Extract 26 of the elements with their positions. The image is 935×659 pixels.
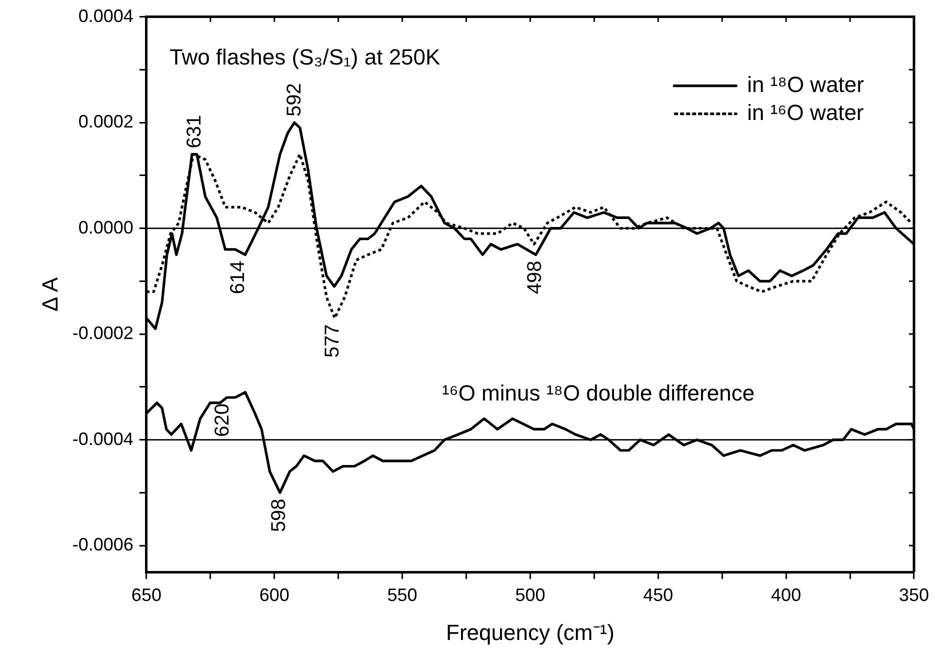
y-axis-title: Δ A — [37, 276, 62, 312]
legend-label: in ¹⁶O water — [747, 100, 864, 125]
y-tick-label: 0.0000 — [78, 217, 134, 238]
annotation: ¹⁶O minus ¹⁸O double difference — [442, 380, 755, 406]
x-tick-label: 500 — [515, 584, 546, 605]
x-tick-label: 400 — [771, 584, 802, 605]
x-tick-label: 650 — [131, 584, 162, 605]
y-tick-label: 0.0002 — [78, 112, 134, 132]
annotation: 498 — [524, 260, 546, 294]
x-tick-label: 350 — [898, 584, 930, 605]
annotation: 592 — [283, 83, 306, 117]
y-tick-label: 0.0004 — [78, 6, 134, 26]
annotation: 577 — [322, 324, 344, 358]
x-tick-label: 550 — [387, 584, 418, 605]
annotation: Two flashes (S₃/S₁) at 250K — [169, 44, 441, 70]
x-tick-label: 600 — [259, 584, 290, 605]
y-tick-label: -0.0002 — [72, 323, 134, 344]
x-tick-label: 450 — [643, 584, 674, 605]
y-tick-label: -0.0004 — [72, 428, 134, 449]
annotation: 631 — [184, 114, 206, 148]
x-axis-title: Frequency (cm⁻¹) — [446, 620, 614, 645]
y-tick-label: -0.0006 — [72, 534, 134, 555]
legend-label: in ¹⁸O water — [747, 72, 864, 97]
annotation: 620 — [212, 404, 234, 437]
annotation: 614 — [227, 260, 250, 294]
annotation: 598 — [268, 498, 290, 532]
